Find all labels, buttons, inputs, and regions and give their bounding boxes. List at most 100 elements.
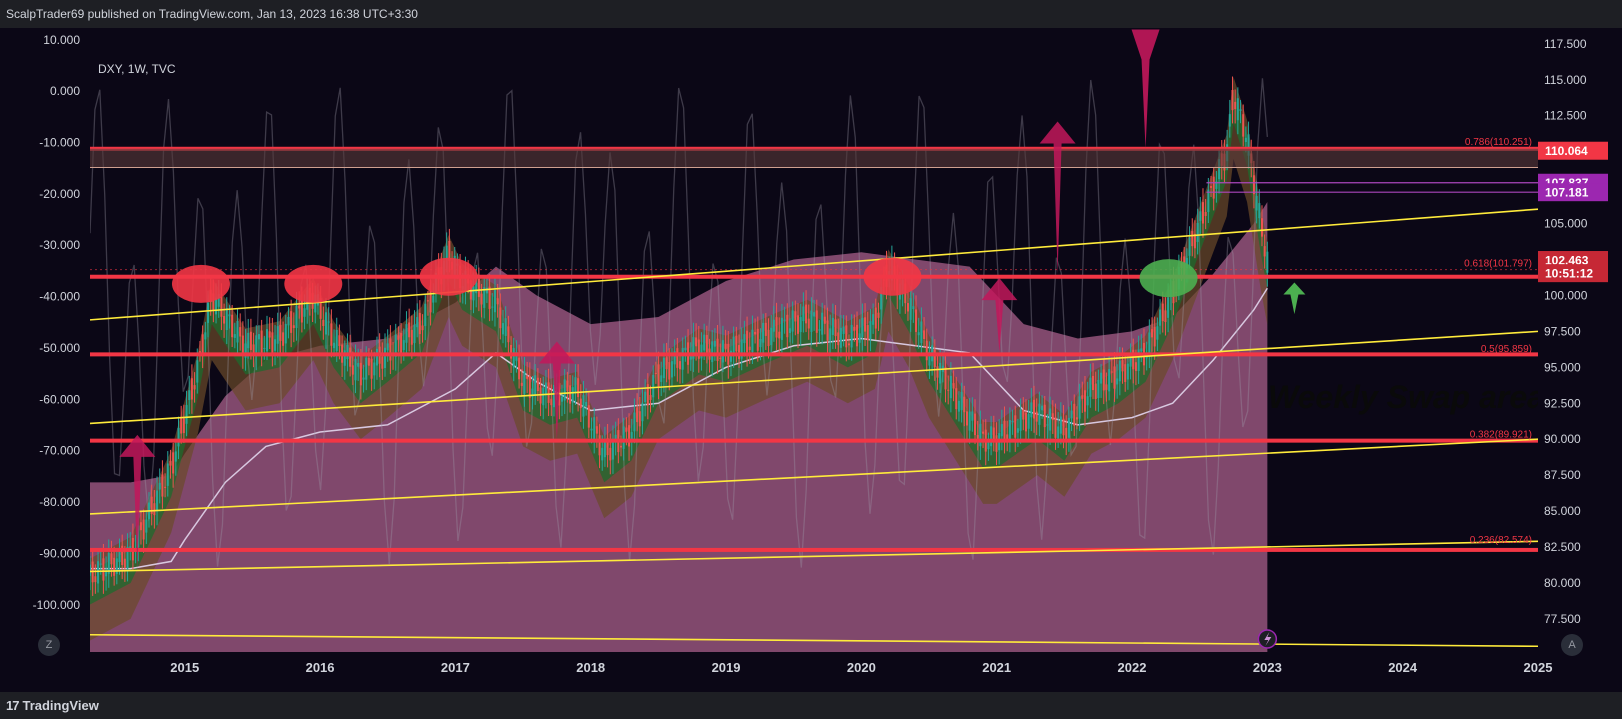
candle-body [1196, 223, 1199, 242]
candle-body [477, 278, 480, 297]
trendline [89, 540, 1539, 573]
candle-body [684, 347, 687, 351]
candle-body [166, 463, 169, 486]
candle-body [673, 351, 676, 365]
candle-body [807, 318, 810, 329]
candle-body [1081, 395, 1084, 399]
chart-svg[interactable]: 0.786(110.251) 0.618(101.797) 0.5(95.859) 0… [0, 28, 1622, 692]
trendline [89, 438, 1539, 515]
right-axis-tick: 112.500 [1544, 109, 1587, 123]
candle-body [563, 379, 566, 401]
right-axis-tick: 115.000 [1544, 73, 1587, 87]
price-label-box [1538, 183, 1608, 202]
candle-body [791, 310, 794, 332]
candle-body [799, 317, 802, 333]
candle-body [255, 335, 258, 357]
auto-scale-toggle-button[interactable]: A [1561, 634, 1583, 656]
candle-body [225, 308, 228, 331]
candle-body [1062, 418, 1065, 436]
candle-body [1019, 409, 1022, 431]
level-line [90, 274, 1538, 279]
candle-body [1207, 189, 1210, 213]
candle-body [223, 316, 226, 324]
candle-body [743, 334, 746, 344]
candle-body [300, 300, 303, 323]
candle-body [429, 290, 432, 313]
candle-body [869, 321, 872, 340]
candle-body [636, 407, 639, 423]
candle-body [829, 328, 832, 341]
candle-body [561, 396, 564, 402]
candle-body [590, 428, 593, 431]
candle-body [679, 361, 682, 370]
candle-body [338, 335, 341, 347]
candle-body [1073, 403, 1076, 426]
candle-body [1113, 366, 1116, 389]
chart-frame[interactable]: 0.786(110.251) 0.618(101.797) 0.5(95.859) 0… [0, 28, 1622, 692]
fib-level-label: 0.236(82.574) [1470, 535, 1532, 546]
candle-body [933, 349, 936, 368]
up-arrow [538, 341, 575, 440]
left-axis-tick: -40.000 [39, 290, 80, 304]
candle-body [577, 378, 580, 398]
right-axis-tick: 80.000 [1544, 576, 1581, 590]
candle-body [1255, 195, 1258, 211]
candle-body [968, 411, 971, 431]
candle-body [880, 287, 883, 310]
candle-body [963, 396, 966, 413]
candle-body [502, 323, 505, 335]
candle-body [660, 375, 663, 382]
left-axis-tick: -100.000 [33, 598, 81, 612]
candle-body [370, 358, 373, 379]
candle-body [1193, 233, 1196, 249]
candle-body [703, 334, 706, 351]
candle-body [1167, 297, 1170, 318]
candle-body [856, 324, 859, 347]
candle-body [550, 398, 553, 406]
right-axis-tick: 105.000 [1544, 217, 1588, 231]
candle-body [1161, 303, 1164, 322]
candle-body [1258, 203, 1261, 219]
up-arrow [119, 434, 156, 569]
fib-level-label: 0.618(101.797) [1464, 259, 1532, 270]
candle-body [748, 346, 751, 351]
x-axis-tick: 2022 [1118, 660, 1147, 675]
candle-body [912, 306, 915, 310]
candle-body [1124, 364, 1127, 382]
candle-body [247, 332, 250, 349]
log-scale-toggle-button[interactable]: Z [38, 634, 60, 656]
candle-body [1014, 415, 1017, 438]
candle-body [593, 417, 596, 440]
candle-body [488, 286, 491, 309]
candle-body [689, 356, 692, 360]
candle-body [947, 389, 950, 391]
candle-body [944, 367, 947, 390]
candle-body [531, 388, 534, 397]
candle-body [349, 347, 352, 367]
candle-body [1075, 417, 1078, 420]
candle-body [1121, 360, 1124, 372]
price-label-text: 107.181 [1545, 186, 1589, 200]
candle-body [1140, 348, 1143, 352]
candle-body [979, 423, 982, 447]
candle-body [992, 427, 995, 441]
candle-body [700, 344, 703, 359]
candle-body [164, 486, 167, 488]
candle-body [276, 326, 279, 344]
left-axis-tick: -60.000 [39, 392, 80, 406]
candle-body [1092, 375, 1095, 391]
candle-body [1086, 396, 1089, 406]
candle-body [126, 546, 129, 569]
candle-body [603, 440, 606, 458]
candle-body [515, 352, 518, 361]
up-arrow [981, 278, 1018, 353]
tradingview-logo[interactable]: 17 TradingView [6, 698, 99, 713]
candle-body [670, 361, 673, 378]
down-arrow [1131, 29, 1160, 149]
candle-body [523, 371, 526, 394]
candle-body [547, 382, 550, 403]
candle-body [1260, 218, 1263, 237]
top-bar: ScalpTrader69 published on TradingView.c… [0, 0, 1622, 28]
candle-body [751, 329, 754, 353]
marker-ellipse [171, 264, 230, 303]
